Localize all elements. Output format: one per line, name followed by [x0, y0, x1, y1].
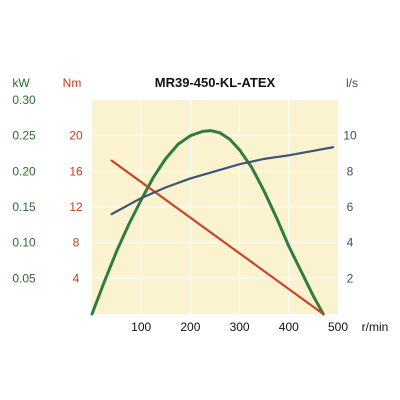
power-axis-ticks: 0.05 0.10 0.15 0.20 0.25 0.30: [12, 93, 36, 285]
torque-tick-label: 16: [69, 164, 83, 178]
power-tick-label: 0.15: [12, 200, 36, 214]
torque-axis-ticks: 4 8 12 16 20: [69, 129, 83, 286]
torque-tick-label: 8: [73, 236, 80, 250]
power-tick-label: 0.05: [12, 271, 36, 285]
power-curve: [90, 129, 325, 316]
flow-tick-label: 6: [347, 200, 354, 214]
x-tick-label: 400: [279, 320, 299, 334]
flow-axis-unit: l/s: [346, 76, 358, 90]
flow-tick-label: 8: [347, 164, 354, 178]
x-tick-label: 300: [230, 320, 250, 334]
torque-tick-label: 12: [69, 200, 83, 214]
power-axis-unit: kW: [12, 76, 30, 90]
power-tick-label: 0.20: [12, 164, 36, 178]
power-tick-label: 0.10: [12, 236, 36, 250]
grid: [92, 100, 338, 314]
series-group: [90, 129, 335, 316]
power-tick-label: 0.30: [12, 93, 36, 107]
x-tick-label: 200: [180, 320, 200, 334]
x-axis-label: r/min: [362, 320, 389, 334]
torque-tick-label: 4: [73, 271, 80, 285]
torque-axis-unit: Nm: [63, 76, 82, 90]
x-tick-label: 500: [328, 320, 348, 334]
power-tick-label: 0.25: [12, 129, 36, 143]
flow-tick-label: 4: [347, 236, 354, 250]
torque-curve: [110, 159, 325, 316]
x-tick-label: 100: [131, 320, 151, 334]
x-axis-ticks: 100 200 300 400 500: [131, 320, 348, 334]
flow-axis-ticks: 2 4 6 8 10: [343, 129, 357, 286]
flow-tick-label: 2: [347, 271, 354, 285]
chart-title: MR39-450-KL-ATEX: [155, 75, 276, 90]
flow-curve: [110, 146, 335, 216]
torque-tick-label: 20: [69, 129, 83, 143]
flow-tick-label: 10: [343, 129, 357, 143]
